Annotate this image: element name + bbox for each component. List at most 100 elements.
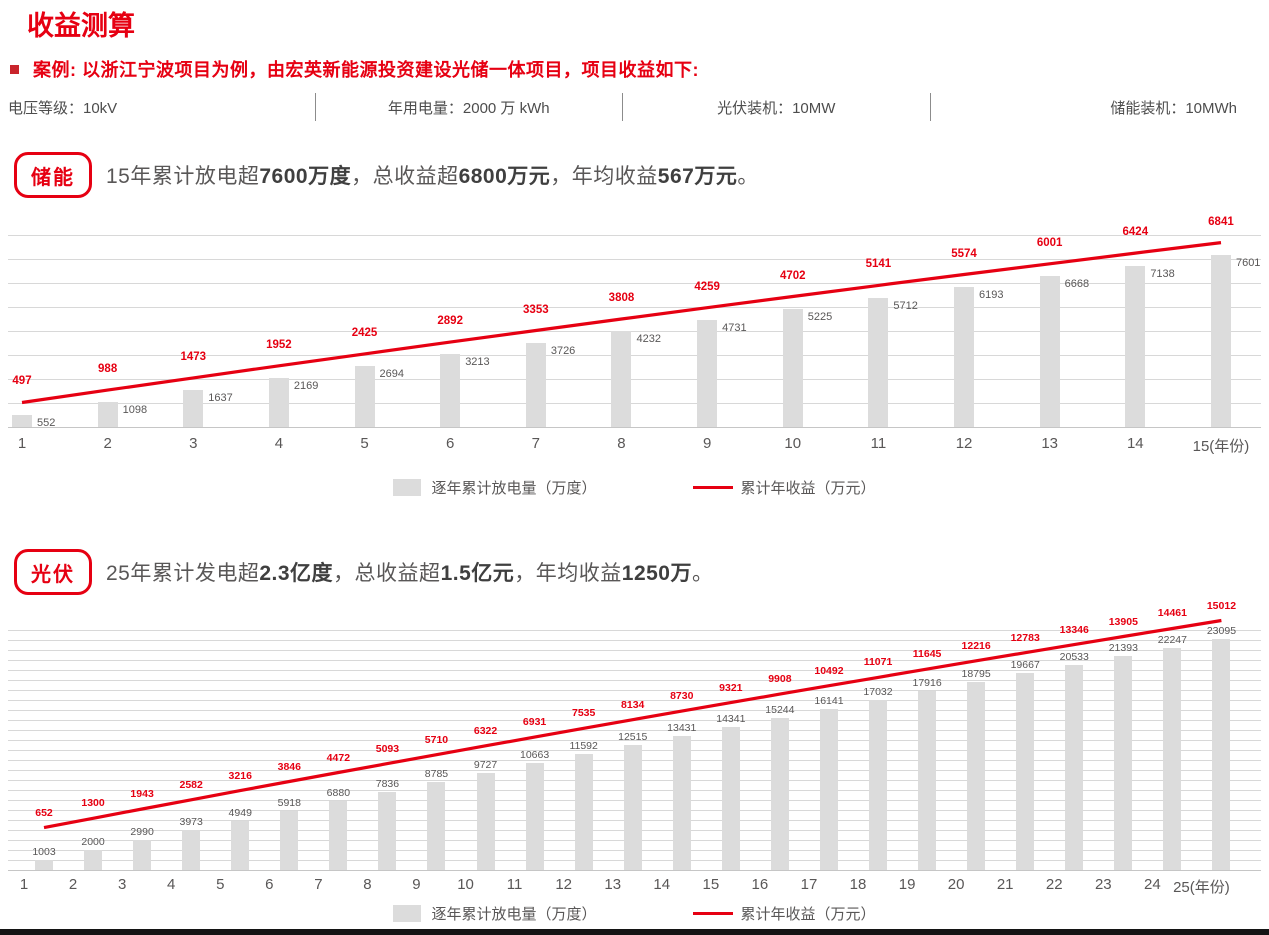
x-axis-label: 12 bbox=[555, 876, 572, 893]
x-axis-label: 5 bbox=[216, 876, 225, 893]
line-value-label: 2425 bbox=[351, 326, 378, 339]
bar bbox=[97, 402, 118, 427]
bar-value-label: 20533 bbox=[1059, 651, 1089, 663]
bar-value-label: 16141 bbox=[814, 695, 844, 707]
x-axis-label: 9 bbox=[702, 435, 712, 452]
bar-value-label: 12515 bbox=[618, 731, 648, 743]
x-axis-label: 25(年份) bbox=[1173, 879, 1230, 896]
line-value-label: 9908 bbox=[768, 673, 792, 686]
bar bbox=[440, 354, 461, 427]
summary-segment: ，总收益超 bbox=[333, 562, 441, 585]
x-axis-label: 11 bbox=[870, 435, 887, 452]
bar bbox=[611, 331, 632, 427]
bar-value-label: 1098 bbox=[122, 404, 148, 416]
bottom-bar bbox=[0, 929, 1269, 935]
bar bbox=[967, 682, 986, 870]
line-value-label: 1473 bbox=[180, 350, 207, 363]
bar-value-label: 3973 bbox=[179, 816, 203, 828]
x-axis-label: 1 bbox=[19, 876, 29, 893]
x-axis-label: 17 bbox=[800, 876, 818, 893]
spec-pv-capacity: 光伏装机：10MW bbox=[717, 99, 836, 117]
x-axis-label: 7 bbox=[531, 435, 540, 452]
bar bbox=[1163, 648, 1182, 870]
summary-segment: 567万元 bbox=[657, 165, 738, 188]
bar-value-label: 15244 bbox=[765, 704, 795, 716]
bar bbox=[574, 754, 593, 870]
line-value-label: 9321 bbox=[719, 681, 743, 694]
line-value-label: 7535 bbox=[571, 707, 596, 720]
bar-value-label: 8785 bbox=[424, 768, 449, 780]
x-axis-label: 15 bbox=[702, 876, 720, 893]
storage-badge: 储能 bbox=[14, 152, 92, 198]
bar-value-label: 1003 bbox=[32, 846, 56, 858]
x-axis-label: 9 bbox=[412, 876, 421, 893]
bar-value-label: 2169 bbox=[293, 380, 319, 392]
bar bbox=[869, 700, 888, 870]
bar-value-label: 9727 bbox=[473, 759, 498, 771]
line-value-label: 8730 bbox=[670, 690, 694, 703]
bar bbox=[918, 691, 937, 870]
line-value-label: 13346 bbox=[1059, 623, 1089, 636]
legend-item-bars: 逐年累计放电量（万度） bbox=[393, 477, 597, 498]
bar bbox=[329, 801, 348, 870]
storage-chart: 552 497 1 1098 988 2 1637 1473 3 2169 1952 4 2694 242… bbox=[8, 216, 1261, 455]
bar bbox=[476, 773, 495, 870]
spec-voltage-level: 电压等级：10kV bbox=[8, 99, 118, 117]
line-value-label: 4472 bbox=[326, 751, 351, 764]
line-value-label: 1943 bbox=[130, 787, 154, 800]
bar-value-label: 17032 bbox=[863, 686, 893, 698]
x-axis-label: 1 bbox=[17, 435, 27, 452]
bar bbox=[35, 860, 53, 870]
revenue-trend-line bbox=[21, 241, 1222, 405]
line-value-label: 3846 bbox=[277, 760, 301, 773]
x-axis-label: 22 bbox=[1045, 876, 1063, 893]
x-axis-label: 10 bbox=[784, 435, 802, 452]
bar bbox=[1114, 656, 1133, 870]
x-axis-label: 12 bbox=[955, 435, 973, 452]
line-value-label: 5710 bbox=[424, 733, 449, 746]
bar bbox=[782, 309, 803, 427]
summary-segment: ，年均收益 bbox=[550, 165, 658, 188]
bar-value-label: 7138 bbox=[1150, 268, 1175, 280]
spec-storage-capacity: 储能装机：10MWh bbox=[1110, 99, 1237, 117]
bar-value-label: 18795 bbox=[961, 668, 991, 680]
x-axis-label: 16 bbox=[751, 876, 769, 893]
bar bbox=[1210, 255, 1231, 427]
x-axis-label: 6 bbox=[446, 435, 455, 452]
bar bbox=[697, 320, 718, 427]
bar-value-label: 4949 bbox=[228, 807, 252, 819]
spec-divider bbox=[314, 93, 316, 121]
x-axis-label: 8 bbox=[363, 876, 372, 893]
line-value-label: 11645 bbox=[912, 648, 942, 661]
line-value-label: 3808 bbox=[608, 292, 635, 305]
summary-segment: 6800万元 bbox=[458, 165, 551, 188]
bar-value-label: 10663 bbox=[519, 749, 550, 761]
bar-value-label: 19667 bbox=[1010, 659, 1040, 671]
pv-section-header: 光伏 25年累计发电超2.3亿度，总收益超1.5亿元，年均收益1250万。 bbox=[14, 549, 713, 595]
line-swatch-icon bbox=[692, 486, 733, 489]
bar-value-label: 3213 bbox=[465, 356, 490, 368]
summary-segment: ，总收益超 bbox=[351, 165, 459, 188]
x-axis-label: 8 bbox=[617, 435, 626, 452]
storage-summary: 15年累计放电超7600万度，总收益超6800万元，年均收益567万元。 bbox=[106, 160, 759, 190]
line-value-label: 2892 bbox=[437, 315, 463, 328]
bar-value-label: 4232 bbox=[636, 333, 661, 345]
bar-value-label: 6193 bbox=[979, 289, 1004, 301]
pv-chart-legend: 逐年累计放电量（万度） 累计年收益（万元） bbox=[0, 903, 1269, 924]
x-axis-label: 20 bbox=[947, 876, 965, 893]
bar bbox=[868, 298, 889, 427]
bar bbox=[268, 378, 289, 427]
line-value-label: 6322 bbox=[473, 724, 498, 737]
line-value-label: 13905 bbox=[1108, 615, 1138, 628]
line-value-label: 497 bbox=[12, 375, 32, 388]
bar-value-label: 6880 bbox=[326, 787, 351, 799]
x-axis-label: 24 bbox=[1144, 876, 1161, 893]
bar-value-label: 13431 bbox=[667, 722, 697, 734]
x-axis-label: 6 bbox=[265, 876, 274, 893]
x-axis-label: 5 bbox=[360, 435, 369, 452]
x-axis-label: 4 bbox=[167, 876, 176, 893]
bar bbox=[133, 840, 152, 870]
line-value-label: 6424 bbox=[1122, 226, 1149, 239]
bar bbox=[1065, 665, 1084, 870]
